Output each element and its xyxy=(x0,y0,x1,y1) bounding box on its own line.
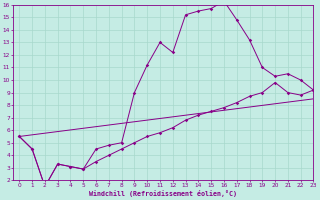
X-axis label: Windchill (Refroidissement éolien,°C): Windchill (Refroidissement éolien,°C) xyxy=(89,190,237,197)
